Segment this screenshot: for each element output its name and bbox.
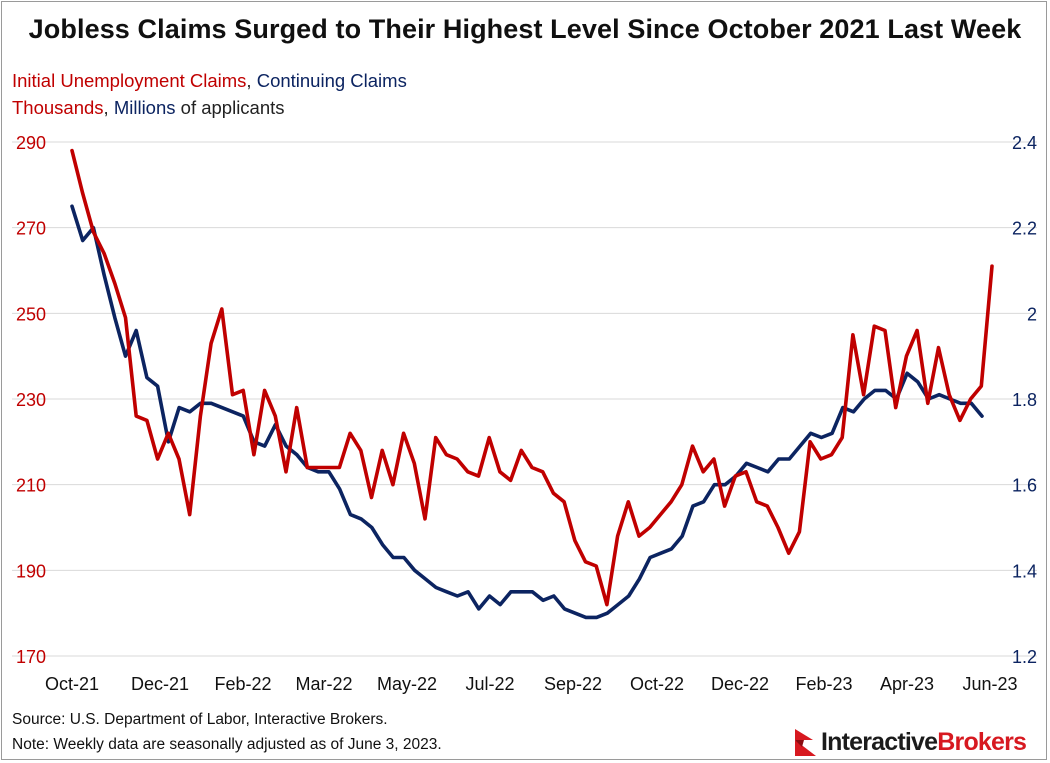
x-tick-label: Jun-23 (962, 674, 1017, 694)
legend-unit-millions: Millions (113, 97, 176, 118)
ib-flag-icon (795, 729, 816, 756)
legend-initial-claims: Initial Unemployment Claims (12, 70, 247, 91)
y-axis-right-labels: 2.4 2.2 2 1.8 1.6 1.4 1.2 (1012, 133, 1037, 667)
y-right-tick-label: 1.8 (1012, 390, 1037, 410)
legend-separator: , (246, 70, 252, 91)
x-tick-label: Oct-22 (630, 674, 684, 694)
brand-word-brokers: Brokers (937, 727, 1027, 756)
legend-series-line: Initial Unemployment Claims, Continuing … (12, 70, 407, 92)
x-tick-label: May-22 (377, 674, 437, 694)
x-tick-label: Dec-21 (131, 674, 189, 694)
x-tick-label: Apr-23 (880, 674, 934, 694)
y-right-tick-label: 2.2 (1012, 219, 1037, 239)
y-right-tick-label: 1.2 (1012, 647, 1037, 667)
gridlines (12, 141, 1037, 657)
series-line-right (70, 204, 984, 620)
y-left-tick-label: 250 (16, 304, 46, 324)
series-lines (70, 148, 994, 620)
y-axis-left-labels: 290 270 250 230 210 190 170 (16, 133, 46, 667)
y-left-tick-label: 270 (16, 219, 46, 239)
legend-units-line: Thousands, Millions of applicants (12, 97, 285, 119)
legend-continuing-claims: Continuing Claims (256, 70, 407, 91)
x-tick-label: Dec-22 (711, 674, 769, 694)
y-left-tick-label: 230 (16, 390, 46, 410)
x-tick-label: Feb-22 (214, 674, 271, 694)
y-right-tick-label: 1.6 (1012, 476, 1037, 496)
y-left-tick-label: 290 (16, 133, 46, 153)
series-line-left (70, 148, 994, 607)
source-note: Source: U.S. Department of Labor, Intera… (12, 711, 388, 728)
y-left-tick-label: 210 (16, 476, 46, 496)
legend-unit-separator: , (103, 97, 109, 118)
y-right-tick-label: 2.4 (1012, 133, 1037, 153)
x-tick-label: Oct-21 (45, 674, 99, 694)
brand-word-interactive: Interactive (821, 727, 938, 756)
data-note: Note: Weekly data are seasonally adjuste… (12, 736, 442, 753)
brand-logo: InteractiveBrokers (793, 727, 1027, 757)
x-tick-label: Feb-23 (795, 674, 852, 694)
x-tick-label: Sep-22 (544, 674, 602, 694)
y-left-tick-label: 190 (16, 561, 46, 581)
x-tick-label: Mar-22 (295, 674, 352, 694)
y-left-tick-label: 170 (16, 647, 46, 667)
x-axis-labels: Oct-21 Dec-21 Feb-22 Mar-22 May-22 Jul-22 Sep-… (45, 674, 1018, 694)
legend-unit-suffix: of applicants (175, 97, 285, 118)
brand-wordmark: InteractiveBrokers (821, 727, 1027, 756)
y-right-tick-label: 2 (1027, 304, 1037, 324)
chart-title: Jobless Claims Surged to Their Highest L… (28, 14, 1022, 44)
y-right-tick-label: 1.4 (1012, 561, 1037, 581)
x-tick-label: Jul-22 (465, 674, 514, 694)
legend-unit-thousands: Thousands (12, 97, 104, 118)
